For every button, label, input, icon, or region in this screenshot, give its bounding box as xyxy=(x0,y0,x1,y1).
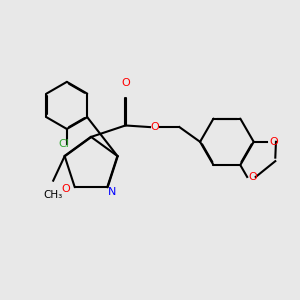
Text: O: O xyxy=(249,172,257,182)
Text: O: O xyxy=(61,184,70,194)
Text: O: O xyxy=(151,122,159,132)
Text: CH₃: CH₃ xyxy=(44,190,63,200)
Text: O: O xyxy=(122,78,130,88)
Text: Cl: Cl xyxy=(58,139,69,149)
Text: O: O xyxy=(269,137,278,147)
Text: N: N xyxy=(108,187,117,197)
